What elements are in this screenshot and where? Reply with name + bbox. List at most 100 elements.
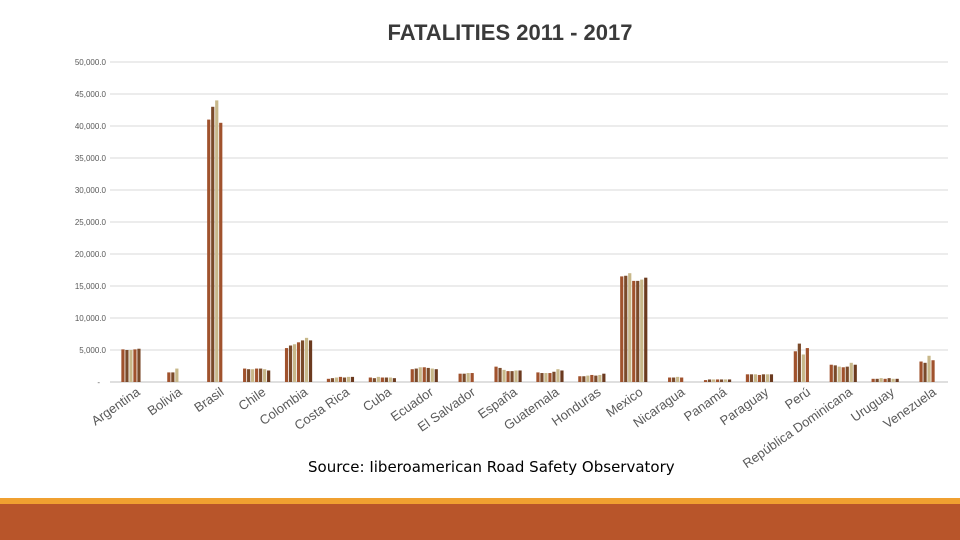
bar xyxy=(334,377,339,382)
bar xyxy=(514,370,518,382)
bar xyxy=(849,362,853,382)
bar xyxy=(338,376,343,382)
bar xyxy=(598,374,602,382)
bar xyxy=(167,372,171,382)
bar xyxy=(676,376,680,382)
bar xyxy=(219,122,223,383)
bar xyxy=(927,355,931,382)
bar xyxy=(719,379,724,382)
bar xyxy=(853,364,857,382)
bar xyxy=(829,364,833,382)
bar xyxy=(560,370,564,382)
bar xyxy=(837,366,841,382)
source-note: Source: Iiberoamerican Road Safety Obser… xyxy=(308,458,675,476)
bar xyxy=(931,360,935,382)
bar xyxy=(745,374,750,382)
chart-title: FATALITIES 2011 - 2017 xyxy=(387,20,633,45)
y-tick-label: 45,000.0 xyxy=(75,90,107,99)
bar xyxy=(207,119,211,382)
bar xyxy=(632,280,636,382)
bar xyxy=(668,377,672,382)
bar xyxy=(308,340,313,382)
bar xyxy=(749,374,754,382)
bar xyxy=(300,340,305,382)
bar xyxy=(304,337,309,382)
bar xyxy=(919,361,923,382)
bar xyxy=(259,368,263,382)
bar xyxy=(801,354,805,382)
y-tick-label: 40,000.0 xyxy=(75,122,107,131)
bar xyxy=(346,376,351,382)
y-tick-label: - xyxy=(97,378,100,387)
bar xyxy=(793,351,797,382)
bar xyxy=(137,348,141,382)
bar xyxy=(636,280,640,382)
bar xyxy=(727,379,732,382)
bar xyxy=(171,372,175,382)
bar xyxy=(470,373,474,382)
bar xyxy=(797,343,801,382)
bar xyxy=(251,369,255,382)
bar xyxy=(769,374,774,382)
y-tick-label: 10,000.0 xyxy=(75,314,107,323)
bar xyxy=(594,375,598,382)
bar xyxy=(211,106,215,383)
bar xyxy=(887,378,891,382)
bar xyxy=(544,373,548,382)
bar xyxy=(498,367,502,382)
footer-band xyxy=(0,498,960,540)
bar xyxy=(620,276,624,382)
bar xyxy=(434,369,438,382)
bar xyxy=(121,349,125,382)
bar xyxy=(586,375,590,382)
bar xyxy=(628,273,632,382)
x-tick-label: Brasil xyxy=(191,384,226,415)
bar xyxy=(552,371,556,382)
y-tick-label: 35,000.0 xyxy=(75,154,107,163)
bar xyxy=(255,368,259,382)
bar xyxy=(510,371,514,382)
bar xyxy=(288,345,293,382)
bar xyxy=(753,374,758,382)
bar xyxy=(518,370,522,382)
bar xyxy=(243,368,247,382)
bar xyxy=(410,369,414,382)
bar xyxy=(891,378,895,382)
bar xyxy=(590,374,594,382)
x-tick-label: Perú xyxy=(782,384,813,412)
bar xyxy=(644,277,648,382)
bar xyxy=(267,370,271,382)
x-tick-label: Argentina xyxy=(88,384,143,429)
bar xyxy=(376,376,380,382)
bar xyxy=(418,367,422,382)
bar xyxy=(871,378,875,382)
bar xyxy=(368,377,372,382)
bar xyxy=(326,378,331,382)
bar xyxy=(133,349,137,382)
bar xyxy=(578,376,582,382)
bar xyxy=(414,368,418,382)
bar xyxy=(125,350,129,382)
y-tick-label: 25,000.0 xyxy=(75,218,107,227)
bar xyxy=(883,378,887,382)
bar xyxy=(672,377,676,382)
bar xyxy=(494,366,498,382)
bar xyxy=(175,368,179,382)
bar xyxy=(556,369,560,382)
bar xyxy=(923,362,927,382)
y-tick-label: 15,000.0 xyxy=(75,282,107,291)
bar xyxy=(384,377,388,382)
bar xyxy=(422,367,426,382)
bar xyxy=(380,377,384,382)
y-tick-label: 30,000.0 xyxy=(75,186,107,195)
bar xyxy=(805,348,809,382)
bar xyxy=(372,378,376,382)
bar xyxy=(757,374,762,382)
bar xyxy=(129,350,133,382)
bar xyxy=(895,378,899,382)
bar xyxy=(430,368,434,382)
bar xyxy=(536,372,540,382)
bar xyxy=(462,373,466,382)
x-tick-label: Bolivia xyxy=(145,384,186,419)
bar xyxy=(711,379,716,382)
